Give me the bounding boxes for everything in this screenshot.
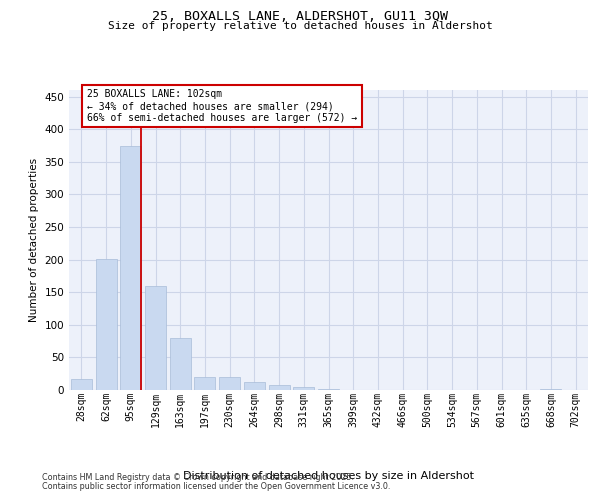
Bar <box>194 377 215 390</box>
Text: 25, BOXALLS LANE, ALDERSHOT, GU11 3QW: 25, BOXALLS LANE, ALDERSHOT, GU11 3QW <box>152 10 448 23</box>
X-axis label: Distribution of detached houses by size in Aldershot: Distribution of detached houses by size … <box>183 471 474 481</box>
Bar <box>71 379 92 390</box>
Text: 25 BOXALLS LANE: 102sqm
← 34% of detached houses are smaller (294)
66% of semi-d: 25 BOXALLS LANE: 102sqm ← 34% of detache… <box>87 90 357 122</box>
Text: Contains public sector information licensed under the Open Government Licence v3: Contains public sector information licen… <box>42 482 391 491</box>
Bar <box>145 286 166 390</box>
Bar <box>95 259 116 390</box>
Y-axis label: Number of detached properties: Number of detached properties <box>29 158 39 322</box>
Bar <box>120 146 141 390</box>
Text: Contains HM Land Registry data © Crown copyright and database right 2025.: Contains HM Land Registry data © Crown c… <box>42 474 354 482</box>
Bar <box>541 388 562 390</box>
Bar <box>269 386 290 390</box>
Bar <box>293 388 314 390</box>
Bar <box>244 382 265 390</box>
Bar <box>219 377 240 390</box>
Bar <box>170 338 191 390</box>
Text: Size of property relative to detached houses in Aldershot: Size of property relative to detached ho… <box>107 21 493 31</box>
Bar <box>318 388 339 390</box>
